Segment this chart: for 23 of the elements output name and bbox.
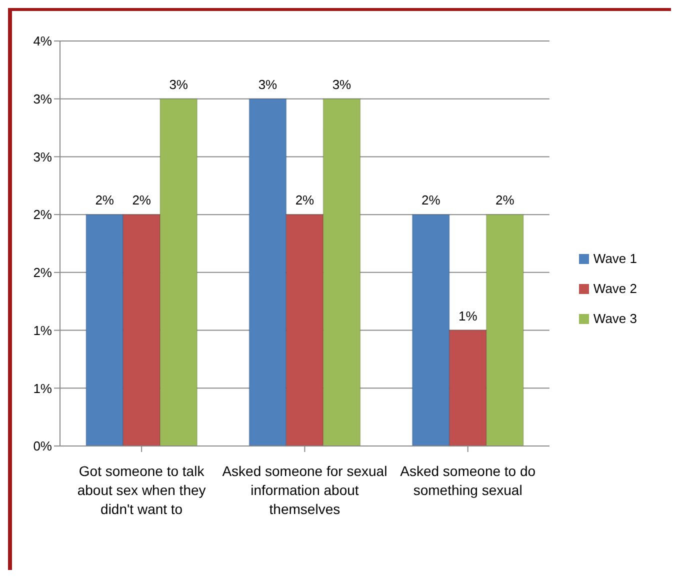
y-tick-label: 1% bbox=[33, 380, 52, 396]
y-tick-label: 2% bbox=[33, 207, 52, 222]
y-tick-label: 1% bbox=[33, 322, 52, 338]
data-label: 1% bbox=[458, 308, 478, 324]
data-label: 3% bbox=[169, 76, 188, 92]
data-label: 2% bbox=[132, 192, 152, 208]
data-label: 2% bbox=[95, 192, 114, 208]
legend-label: Wave 1 bbox=[593, 250, 637, 266]
data-label: 3% bbox=[258, 76, 278, 92]
legend-label: Wave 2 bbox=[593, 280, 637, 296]
data-label: 3% bbox=[332, 76, 352, 92]
y-tick-label: 4% bbox=[33, 34, 52, 49]
y-tick-label: 3% bbox=[33, 91, 52, 106]
legend-label: Wave 3 bbox=[593, 310, 637, 326]
data-label: 2% bbox=[495, 192, 515, 208]
y-tick-label: 0% bbox=[33, 438, 52, 454]
y-tick-label: 2% bbox=[33, 265, 52, 280]
data-label: 2% bbox=[421, 192, 441, 208]
x-tick-label: Asked someone for sexual information about themselves bbox=[222, 463, 388, 517]
x-tick-label: Asked someone to do something sexual bbox=[400, 463, 536, 498]
data-label: 2% bbox=[295, 192, 315, 208]
y-tick-label: 3% bbox=[33, 149, 52, 164]
x-tick-label: Got someone to talk about sex when they didn't want to bbox=[77, 463, 206, 517]
